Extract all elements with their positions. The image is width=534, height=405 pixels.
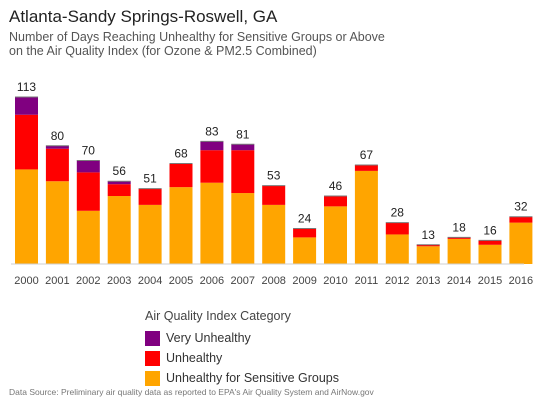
chart-subtitle-line-2: on the Air Quality Index (for Ozone & PM… [9,44,317,58]
bar-unhealthy-2002 [76,172,100,211]
total-labels-group: 113 80 70 56 51 68 83 81 53 24 46 67 28 13 18 16 32 [17,80,528,242]
bar-unhealthy-for-sensitive-groups-2004 [138,204,162,264]
bar-unhealthy-2016 [509,216,533,223]
x-tick-label-2002: 2002 [76,275,100,287]
bars-group [15,96,533,264]
total-label-2006: 83 [205,124,219,138]
legend: Air Quality Index Category Very Unhealth… [145,309,339,388]
bar-unhealthy-2008 [262,185,286,205]
bar-unhealthy-for-sensitive-groups-2003 [107,196,131,264]
x-tick-label-2016: 2016 [509,275,533,287]
bar-unhealthy-2011 [354,164,378,171]
x-tick-labels-group: 2000 2001 2002 2003 2004 2005 2006 2007 2008 2009… [14,275,533,287]
bar-unhealthy-for-sensitive-groups-2005 [169,187,193,264]
bar-unhealthy-2013 [416,244,440,247]
x-tick-label-2004: 2004 [138,275,162,287]
bar-unhealthy-2003 [107,184,131,197]
x-tick-label-2009: 2009 [292,275,316,287]
x-tick-label-2005: 2005 [169,275,193,287]
total-label-2003: 56 [113,164,127,178]
x-tick-label-2001: 2001 [45,275,69,287]
total-label-2015: 16 [483,223,497,237]
total-label-2009: 24 [298,212,312,226]
x-tick-label-2014: 2014 [447,275,471,287]
x-tick-label-2010: 2010 [323,275,347,287]
bar-very-unhealthy-2002 [76,160,100,173]
bar-unhealthy-for-sensitive-groups-2002 [76,210,100,264]
bar-unhealthy-2010 [324,196,347,207]
total-label-2013: 13 [422,228,436,242]
total-label-2005: 68 [174,147,188,161]
total-label-2004: 51 [143,172,157,186]
chart-subtitle: Number of Days Reaching Unhealthy for Se… [9,30,429,58]
bar-very-unhealthy-2001 [45,145,69,149]
legend-swatch-unhealthy-for-sensitive-groups [145,370,160,386]
bar-unhealthy-for-sensitive-groups-2011 [354,170,378,264]
total-label-2010: 46 [329,179,343,193]
bar-unhealthy-for-sensitive-groups-2015 [478,244,502,264]
bar-unhealthy-2004 [138,188,162,205]
x-tick-label-2003: 2003 [107,275,131,287]
bar-unhealthy-2009 [293,228,317,238]
x-tick-label-2008: 2008 [261,275,285,287]
total-label-2012: 28 [391,206,405,220]
bar-unhealthy-for-sensitive-groups-2016 [509,222,533,264]
total-label-2008: 53 [267,169,281,183]
total-label-2016: 32 [514,200,528,214]
bar-unhealthy-2001 [45,148,69,182]
data-source-note: Data Source: Preliminary air quality dat… [9,387,374,397]
total-label-2011: 67 [360,148,374,162]
bar-unhealthy-2012 [385,222,409,235]
legend-item-unhealthy: Unhealthy [145,348,339,368]
chart-subtitle-line-1: Number of Days Reaching Unhealthy for Se… [9,30,385,44]
bar-unhealthy-for-sensitive-groups-2010 [324,206,347,264]
total-label-2007: 81 [236,127,250,141]
bar-unhealthy-for-sensitive-groups-2013 [416,246,440,264]
x-tick-label-2007: 2007 [231,275,255,287]
bar-unhealthy-for-sensitive-groups-2007 [231,193,255,264]
x-tick-label-2015: 2015 [478,275,502,287]
bar-unhealthy-2015 [478,240,502,245]
bar-unhealthy-for-sensitive-groups-2000 [15,169,38,264]
legend-title: Air Quality Index Category [145,309,291,323]
bar-unhealthy-2014 [447,237,471,239]
x-tick-label-2006: 2006 [200,275,224,287]
x-tick-label-2000: 2000 [14,275,38,287]
chart-title: Atlanta-Sandy Springs-Roswell, GA [9,7,278,26]
bar-unhealthy-for-sensitive-groups-2006 [200,182,224,264]
x-tick-label-2013: 2013 [416,275,440,287]
legend-label-unhealthy: Unhealthy [166,351,223,365]
bar-very-unhealthy-2003 [107,181,131,185]
legend-label-very-unhealthy: Very Unhealthy [166,331,251,345]
legend-item-unhealthy-for-sensitive-groups: Unhealthy for Sensitive Groups [145,368,339,388]
bar-unhealthy-2000 [15,114,38,170]
bar-unhealthy-2007 [231,150,255,194]
total-label-2000: 113 [17,80,36,94]
legend-item-very-unhealthy: Very Unhealthy [145,328,339,348]
bar-unhealthy-for-sensitive-groups-2012 [385,234,409,264]
legend-swatch-unhealthy [145,350,160,366]
bar-unhealthy-for-sensitive-groups-2008 [262,204,286,264]
legend-swatch-very-unhealthy [145,330,160,346]
bar-unhealthy-for-sensitive-groups-2009 [293,237,317,264]
x-tick-label-2012: 2012 [385,275,409,287]
total-label-2014: 18 [452,220,466,234]
bar-very-unhealthy-2000 [15,97,38,115]
stacked-bar-chart: 113 80 70 56 51 68 83 81 53 24 46 67 28 13 18 16 32 2000… [11,80,533,287]
bar-unhealthy-2006 [200,150,224,183]
x-tick-label-2011: 2011 [355,275,379,287]
total-label-2001: 80 [51,129,65,143]
total-label-2002: 70 [82,144,96,158]
bar-unhealthy-for-sensitive-groups-2001 [45,181,69,264]
bar-unhealthy-for-sensitive-groups-2014 [447,238,471,264]
legend-items: Very Unhealthy Unhealthy Unhealthy for Sen… [145,328,339,388]
legend-label-unhealthy-for-sensitive-groups: Unhealthy for Sensitive Groups [166,371,340,385]
bar-unhealthy-2005 [169,163,193,188]
bar-very-unhealthy-2007 [231,144,255,151]
bar-very-unhealthy-2006 [200,141,224,151]
